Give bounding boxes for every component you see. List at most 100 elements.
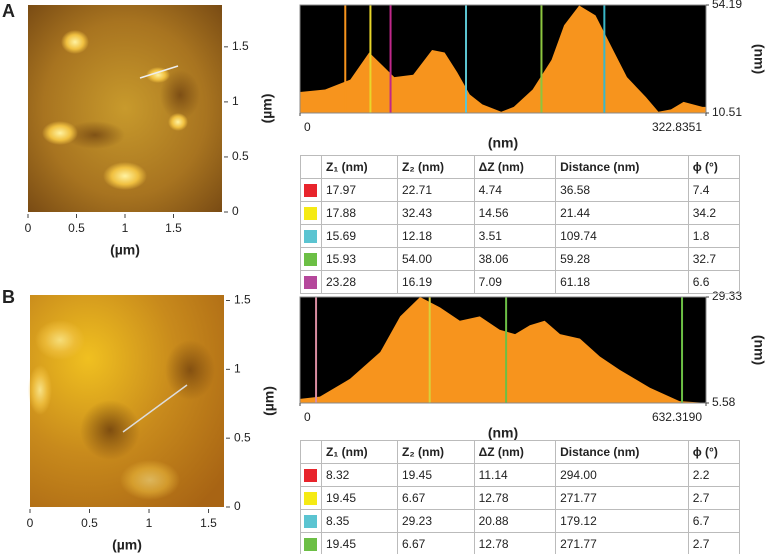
- table-cell: 8.35: [321, 509, 398, 533]
- table-cell: 3.51: [473, 224, 557, 248]
- x-tick-label: 632.3190: [652, 410, 702, 424]
- table-cell: 12.78: [473, 532, 557, 554]
- table-cell: 109.74: [555, 224, 689, 248]
- table-cell: 15.69: [321, 224, 398, 248]
- x-axis-title: (nm): [488, 425, 518, 441]
- color-swatch: [304, 491, 317, 505]
- table-cell: 61.18: [555, 270, 689, 294]
- panel-label: B: [2, 287, 15, 307]
- table-cell: 22.71: [397, 178, 475, 202]
- table-cell: 38.06: [473, 247, 557, 271]
- x-tick-label: 0.5: [81, 516, 98, 530]
- panel-label: A: [2, 1, 15, 21]
- table-cell: 16.19: [397, 270, 475, 294]
- table-cell: 17.97: [321, 178, 398, 202]
- y-tick-label: 1.5: [234, 293, 251, 307]
- y-tick-label: 54.19: [712, 0, 742, 11]
- column-header: Z₁ (nm): [321, 155, 398, 179]
- y-axis-title: (nm): [751, 335, 767, 365]
- column-header: Z₂ (nm): [397, 155, 475, 179]
- y-tick-label: 0: [232, 204, 239, 218]
- column-header: Distance (nm): [555, 440, 689, 464]
- table-cell: 20.88: [473, 509, 557, 533]
- x-tick-label: 1.5: [200, 516, 217, 530]
- y-axis-title: (µm): [259, 94, 275, 124]
- table-cell: 19.45: [321, 532, 398, 554]
- table-cell: 19.45: [397, 463, 475, 487]
- color-swatch: [304, 468, 317, 482]
- table-cell: 59.28: [555, 247, 689, 271]
- y-tick-label: 0: [234, 499, 241, 513]
- table-cell: 179.12: [555, 509, 689, 533]
- table-cell: 7.4: [687, 178, 741, 202]
- y-tick-label: 1: [234, 362, 241, 376]
- data-table: Z₁ (nm) Z₂ (nm) ΔZ (nm) Distance (nm) ϕ (°) 8…: [300, 440, 741, 554]
- table-cell: 7.09: [473, 270, 557, 294]
- x-tick-label: 0.5: [68, 221, 85, 235]
- x-axis-title: (nm): [488, 135, 518, 151]
- table-cell: 29.23: [397, 509, 475, 533]
- table-cell: 6.67: [397, 486, 475, 510]
- column-header: Z₂ (nm): [397, 440, 475, 464]
- table-cell: 34.2: [687, 201, 741, 225]
- table-cell: 2.2: [687, 463, 741, 487]
- profile-frame: [299, 296, 707, 404]
- column-header: Distance (nm): [555, 155, 689, 179]
- x-axis-title: (µm): [110, 242, 140, 258]
- column-header: ΔZ (nm): [473, 440, 557, 464]
- y-tick-label: 0.5: [232, 149, 249, 163]
- x-tick-label: 322.8351: [652, 120, 702, 134]
- column-header: ϕ (°): [687, 155, 741, 179]
- table-cell: 12.78: [473, 486, 557, 510]
- table-cell: 1.8: [687, 224, 741, 248]
- table-cell: 36.58: [555, 178, 689, 202]
- color-swatch: [304, 537, 317, 551]
- color-swatch: [304, 275, 317, 289]
- x-tick-label: 0: [304, 120, 311, 134]
- y-tick-label: 1: [232, 94, 239, 108]
- table-cell: 15.93: [321, 247, 398, 271]
- x-tick-label: 1.5: [165, 221, 182, 235]
- column-header: ϕ (°): [687, 440, 741, 464]
- color-swatch: [304, 206, 317, 220]
- table-cell: 19.45: [321, 486, 398, 510]
- color-swatch: [304, 229, 317, 243]
- column-header: ΔZ (nm): [473, 155, 557, 179]
- x-tick-label: 0: [304, 410, 311, 424]
- x-axis-title: (µm): [112, 537, 142, 553]
- table-cell: 21.44: [555, 201, 689, 225]
- x-tick-label: 0: [25, 221, 32, 235]
- profile-frame: [299, 4, 707, 114]
- column-header: Z₁ (nm): [321, 440, 398, 464]
- table-cell: 271.77: [555, 486, 689, 510]
- y-axis-title: (µm): [261, 386, 277, 416]
- afm-image-a: [28, 5, 222, 212]
- table-cell: 6.6: [687, 270, 741, 294]
- table-cell: 12.18: [397, 224, 475, 248]
- y-tick-label: 0.5: [234, 430, 251, 444]
- table-cell: 6.67: [397, 532, 475, 554]
- y-tick-label: 10.51: [712, 105, 742, 119]
- y-tick-label: 1.5: [232, 39, 249, 53]
- table-cell: 32.43: [397, 201, 475, 225]
- table-cell: 32.7: [687, 247, 741, 271]
- data-table: Z₁ (nm) Z₂ (nm) ΔZ (nm) Distance (nm) ϕ (°) 1…: [300, 155, 741, 294]
- table-cell: 6.7: [687, 509, 741, 533]
- color-swatch: [304, 252, 317, 266]
- table-cell: 2.7: [687, 486, 741, 510]
- table-cell: 23.28: [321, 270, 398, 294]
- x-tick-label: 1: [146, 516, 153, 530]
- table-cell: 8.32: [321, 463, 398, 487]
- y-tick-label: 5.58: [712, 395, 736, 409]
- table-cell: 2.7: [687, 532, 741, 554]
- x-tick-label: 1: [122, 221, 129, 235]
- table-cell: 4.74: [473, 178, 557, 202]
- table-cell: 17.88: [321, 201, 398, 225]
- profile-area: [300, 297, 706, 403]
- y-axis-title: (nm): [751, 44, 767, 74]
- afm-image-b: [28, 295, 224, 507]
- x-tick-label: 0: [27, 516, 34, 530]
- color-swatch: [304, 183, 317, 197]
